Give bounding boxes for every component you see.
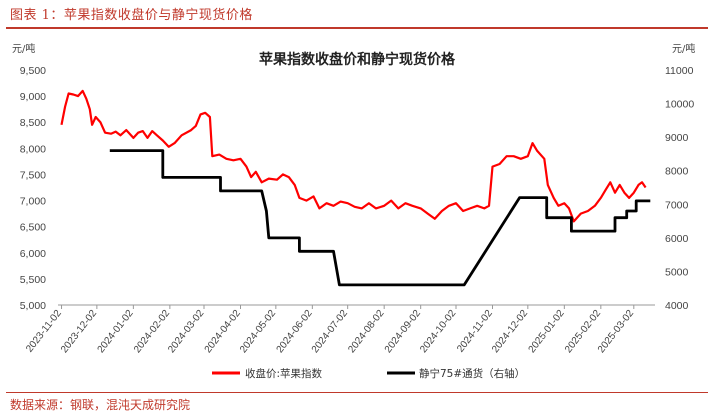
y-left-tick-label: 6,000: [20, 248, 46, 260]
legend-label: 静宁75#通货（右轴）: [419, 367, 525, 380]
y-left-tick-label: 8,000: [20, 143, 46, 155]
right-axis-unit: 元/吨: [672, 42, 695, 55]
y-left-tick-label: 5,000: [20, 300, 46, 312]
x-tick-label: 2023-12-02: [59, 308, 99, 355]
price-line-chart: 苹果指数收盘价和静宁现货价格 元/吨 元/吨 5,000 5,500 6,000 6,…: [12, 42, 695, 380]
y-right-tick-label: 9000: [665, 132, 689, 144]
legend: 收盘价:苹果指数 静宁75#通货（右轴）: [212, 367, 525, 380]
y-right-tick-label: 10000: [665, 99, 694, 111]
x-tick-label: 2023-11-02: [24, 308, 64, 355]
x-tick-label: 2024-05-02: [238, 308, 278, 355]
apple-index-series-line: [60, 89, 647, 223]
x-tick-label: 2024-11-02: [455, 308, 495, 355]
y-right-tick-label: 7000: [665, 199, 689, 211]
source-rule: [6, 392, 708, 393]
chart-title: 苹果指数收盘价和静宁现货价格: [259, 51, 456, 68]
y-left-tick-label: 8,500: [20, 117, 46, 129]
y-right-tick-label: 4000: [665, 300, 689, 312]
data-source: 数据来源：钢联，混沌天成研究院: [10, 398, 191, 412]
y-left-tick-label: 9,000: [20, 91, 46, 103]
y-right-tick-label: 6000: [665, 233, 689, 245]
jingning-spot-series-line: [109, 149, 651, 287]
x-tick-label: 2024-01-02: [96, 308, 136, 355]
x-tick-label: 2024-07-02: [310, 308, 350, 355]
series-group: [60, 89, 651, 287]
caption-rule: [6, 27, 708, 29]
axes: 5,000 5,500 6,000 6,500 7,000 7,500 8,000 8,500…: [20, 65, 695, 355]
y-left-tick-label: 9,500: [20, 65, 46, 77]
left-axis-unit: 元/吨: [12, 42, 35, 55]
y-left-tick-label: 5,500: [20, 274, 46, 286]
x-tick-label: 2024-10-02: [418, 308, 458, 355]
y-right-tick-label: 8000: [665, 166, 689, 178]
y-left-tick-label: 7,500: [20, 169, 46, 181]
y-right-tick-label: 11000: [665, 65, 694, 77]
legend-label: 收盘价:苹果指数: [245, 367, 323, 380]
x-tick-label: 2024-12-02: [490, 308, 530, 355]
x-tick-label: 2025-01-02: [527, 308, 567, 355]
figure-caption: 图表 1：苹果指数收盘价与静宁现货价格: [10, 8, 253, 23]
x-tick-label: 2024-03-02: [166, 308, 206, 355]
x-tick-label: 2024-08-02: [346, 308, 386, 355]
y-left-tick-label: 6,500: [20, 222, 46, 234]
y-left-tick-label: 7,000: [20, 196, 46, 208]
y-right-tick-label: 5000: [665, 266, 689, 278]
